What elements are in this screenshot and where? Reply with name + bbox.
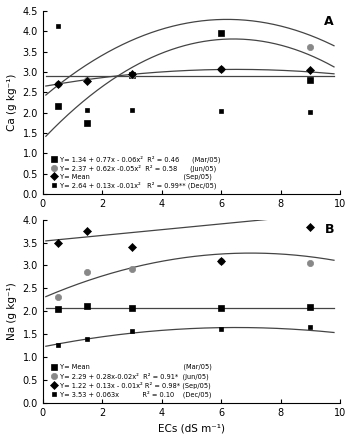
Legend: Y= Mean                                            (Mar/05), Y= 2.29 + 0.28x-0.0: Y= Mean (Mar/05), Y= 2.29 + 0.28x-0.0 <box>49 363 213 400</box>
X-axis label: ECs (dS m⁻¹): ECs (dS m⁻¹) <box>158 423 225 433</box>
Legend: Y= 1.34 + 0.77x - 0.06x²  R² = 0.46      (Mar/05), Y= 2.37 + 0.62x -0.05x²  R² =: Y= 1.34 + 0.77x - 0.06x² R² = 0.46 (Mar/… <box>49 154 222 191</box>
Y-axis label: Na (g kg⁻¹): Na (g kg⁻¹) <box>7 282 17 340</box>
Y-axis label: Ca (g kg⁻¹): Ca (g kg⁻¹) <box>7 74 17 131</box>
Text: A: A <box>324 15 334 28</box>
Text: B: B <box>324 224 334 236</box>
